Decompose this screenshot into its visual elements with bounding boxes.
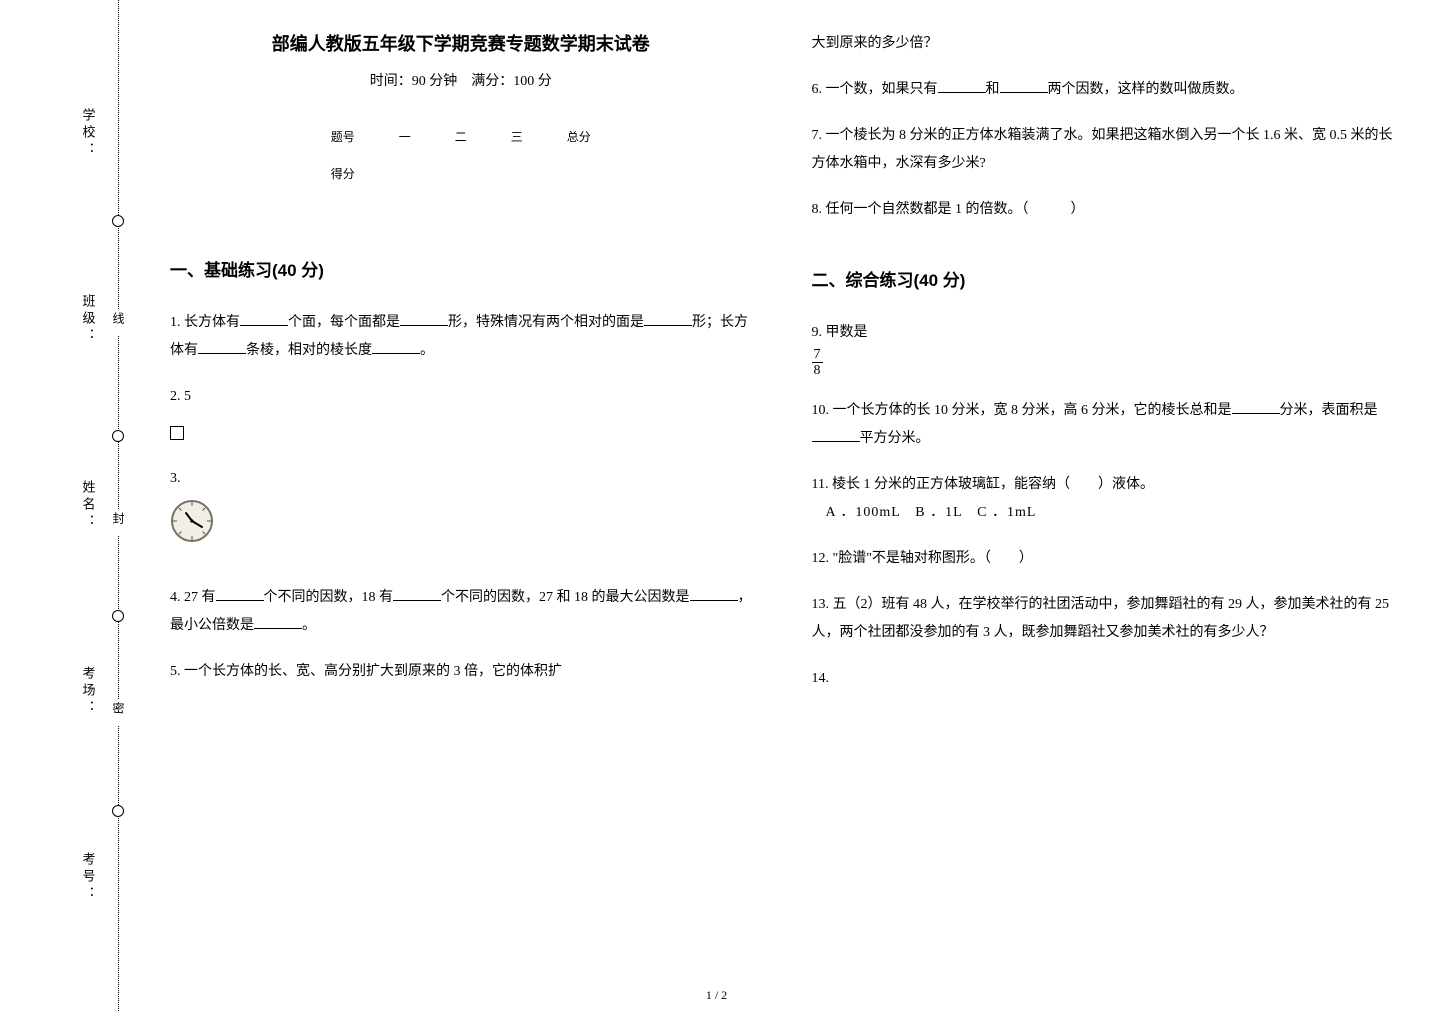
blank-field[interactable]: [216, 587, 264, 601]
question-9: 9. 甲数是 7 8: [812, 319, 1394, 379]
q1-text-a: 1. 长方体有: [170, 315, 240, 330]
seal-circle-icon: [112, 805, 124, 817]
question-5-cont: 大到原来的多少倍？: [812, 30, 1394, 58]
question-13: 13. 五（2）班有 48 人，在学校举行的社团活动中，参加舞蹈社的有 29 人…: [812, 591, 1394, 647]
score-table: 题号 一 二 三 总分 得分: [309, 118, 613, 192]
score-head-3: 三: [489, 118, 545, 155]
table-row: 题号 一 二 三 总分: [309, 118, 613, 155]
q1-text-b: 个面，每个面都是: [288, 315, 400, 330]
question-1: 1. 长方体有个面，每个面都是形，特殊情况有两个相对的面是形；长方体有条棱，相对…: [170, 309, 752, 365]
q11-text: 11. 棱长 1 分米的正方体玻璃缸，能容纳（ ）液体。: [812, 471, 1394, 499]
binding-label-name: 姓名：: [79, 480, 98, 531]
q4-text-c: 个不同的因数，27 和 18 的最大公因数是: [441, 590, 690, 605]
question-7: 7. 一个棱长为 8 分米的正方体水箱装满了水。如果把这箱水倒入另一个长 1.6…: [812, 122, 1394, 178]
score-cell: [377, 155, 433, 192]
score-head-1: 一: [377, 118, 433, 155]
score-cell: [489, 155, 545, 192]
score-head-label: 题号: [309, 118, 377, 155]
question-10: 10. 一个长方体的长 10 分米，宽 8 分米，高 6 分米，它的棱长总和是 分…: [812, 397, 1394, 453]
page-number: 1 / 2: [706, 988, 727, 1003]
q1-text-e: 条棱，相对的棱长度: [246, 343, 372, 358]
fraction-denominator: 8: [812, 363, 823, 378]
q1-text-c: 形，特殊情况有两个相对的面是: [448, 315, 644, 330]
seal-char-feng: 封: [110, 510, 127, 536]
q4-text-a: 4. 27 有: [170, 590, 216, 605]
blank-field[interactable]: [938, 79, 986, 93]
question-3: 3.: [170, 465, 752, 566]
table-row: 得分: [309, 155, 613, 192]
question-4: 4. 27 有 个不同的因数，18 有 个不同的因数，27 和 18 的最大公因数是…: [170, 584, 752, 640]
score-head-total: 总分: [545, 118, 613, 155]
question-12: 12. "脸谱"不是轴对称图形。（ ）: [812, 545, 1394, 573]
section-1-heading: 一、基础练习(40 分): [170, 256, 752, 281]
seal-circle-icon: [112, 430, 124, 442]
score-cell: [545, 155, 613, 192]
q9-text: 9. 甲数是: [812, 319, 1394, 347]
q3-text: 3.: [170, 465, 752, 493]
seal-dotted-line: [118, 0, 119, 1011]
q6-text-a: 6. 一个数，如果只有: [812, 82, 938, 97]
binding-label-id: 考号：: [79, 852, 98, 903]
score-cell: [433, 155, 489, 192]
fraction-numerator: 7: [812, 347, 823, 363]
checkbox-icon[interactable]: [170, 426, 184, 440]
question-11: 11. 棱长 1 分米的正方体玻璃缸，能容纳（ ）液体。 A ．100mL B …: [812, 471, 1394, 527]
q6-text-c: 两个因数，这样的数叫做质数。: [1048, 82, 1244, 97]
question-5: 5. 一个长方体的长、宽、高分别扩大到原来的 3 倍，它的体积扩: [170, 658, 752, 686]
q10-text-b: 分米，表面积是: [1280, 403, 1378, 418]
q4-text-e: 。: [302, 618, 316, 633]
seal-char-xian: 线: [110, 310, 127, 336]
clock-icon: [170, 499, 214, 543]
q2-text: 2. 5: [170, 383, 752, 411]
question-2: 2. 5: [170, 383, 752, 447]
binding-strip: 学校： 班级： 姓名： 考场： 考号：: [58, 0, 118, 1011]
q11-options: A ．100mL B ．1L C ．1mL: [826, 499, 1394, 527]
binding-label-class: 班级：: [79, 294, 98, 345]
blank-field[interactable]: [254, 615, 302, 629]
score-head-2: 二: [433, 118, 489, 155]
blank-field[interactable]: [812, 428, 860, 442]
section-2-heading: 二、综合练习(40 分): [812, 266, 1394, 291]
right-column: 大到原来的多少倍？ 6. 一个数，如果只有 和 两个因数，这样的数叫做质数。 7. …: [812, 30, 1394, 981]
q4-text-b: 个不同的因数，18 有: [264, 590, 394, 605]
page-body: 部编人教版五年级下学期竞赛专题数学期末试卷 时间：90 分钟 满分：100 分 …: [170, 30, 1393, 981]
binding-label-school: 学校：: [79, 108, 98, 159]
blank-field[interactable]: [240, 312, 288, 326]
question-6: 6. 一个数，如果只有 和 两个因数，这样的数叫做质数。: [812, 76, 1394, 104]
exam-subtitle: 时间：90 分钟 满分：100 分: [170, 70, 752, 90]
blank-field[interactable]: [690, 587, 738, 601]
blank-field[interactable]: [400, 312, 448, 326]
score-row-label: 得分: [309, 155, 377, 192]
fraction-7-8: 7 8: [812, 347, 823, 379]
left-column: 部编人教版五年级下学期竞赛专题数学期末试卷 时间：90 分钟 满分：100 分 …: [170, 30, 752, 981]
seal-circle-icon: [112, 610, 124, 622]
exam-title: 部编人教版五年级下学期竞赛专题数学期末试卷: [170, 30, 752, 56]
blank-field[interactable]: [372, 340, 420, 354]
q6-text-b: 和: [986, 82, 1000, 97]
binding-label-room: 考场：: [79, 666, 98, 717]
q10-text-c: 平方分米。: [860, 431, 930, 446]
blank-field[interactable]: [1000, 79, 1048, 93]
question-8: 8. 任何一个自然数都是 1 的倍数。（ ）: [812, 196, 1394, 224]
blank-field[interactable]: [393, 587, 441, 601]
blank-field[interactable]: [198, 340, 246, 354]
seal-char-mi: 密: [110, 700, 127, 726]
blank-field[interactable]: [1232, 400, 1280, 414]
seal-circle-icon: [112, 215, 124, 227]
question-14: 14.: [812, 665, 1394, 693]
q1-text-f: 。: [420, 343, 434, 358]
q10-text-a: 10. 一个长方体的长 10 分米，宽 8 分米，高 6 分米，它的棱长总和是: [812, 403, 1232, 418]
blank-field[interactable]: [644, 312, 692, 326]
